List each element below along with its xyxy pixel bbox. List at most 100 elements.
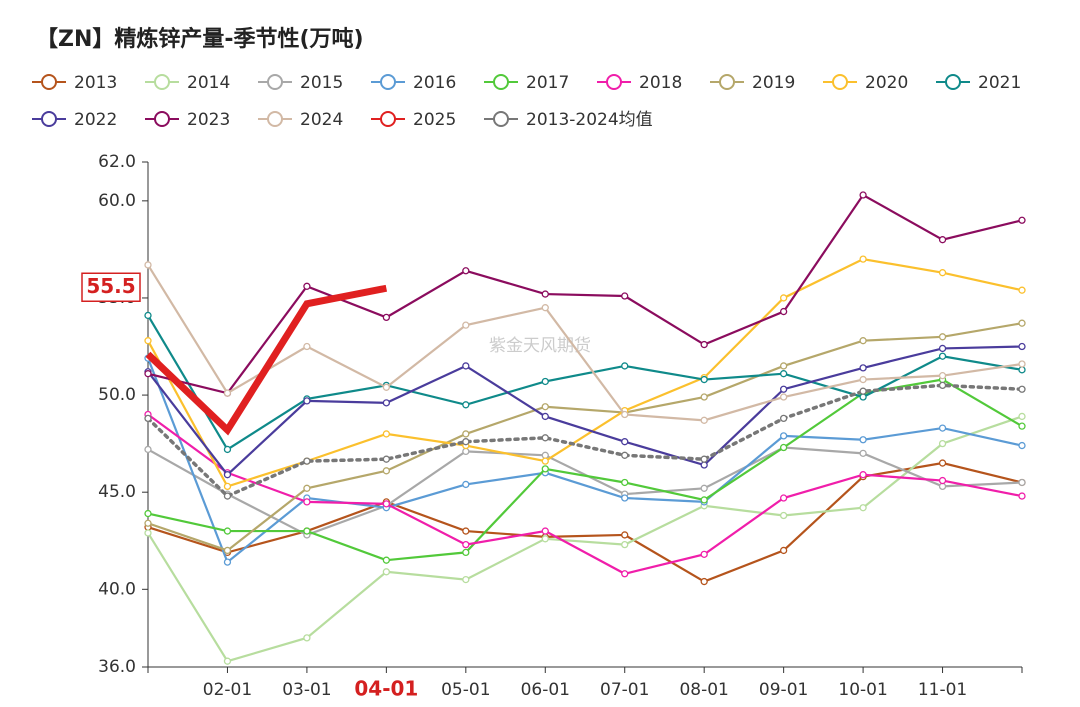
x-tick-label: 10-01 [838,680,887,700]
point [382,455,391,463]
series-line [147,193,1023,395]
point [1018,412,1026,421]
legend-label: 2021 [978,73,1021,93]
legend-marker [154,111,170,127]
point [1018,342,1026,351]
point [779,370,788,378]
point [462,527,470,535]
point [462,480,470,489]
point [938,424,947,432]
point [938,459,947,467]
point [621,540,629,549]
legend-marker [41,111,57,127]
point [462,430,470,438]
point [779,443,788,452]
point [779,494,788,502]
point [779,511,788,520]
series-line [147,461,1023,583]
point [779,307,788,316]
point [938,381,947,390]
point [1018,360,1026,368]
x-tick-label: 08-01 [679,680,728,700]
point [382,430,391,438]
point [938,344,947,353]
point [621,478,629,487]
point [938,333,947,341]
x-tick-label: 07-01 [600,680,649,700]
y-tick-label: 36.0 [98,657,136,677]
legend-marker [493,74,509,90]
point [859,255,867,263]
point [700,484,708,492]
point [938,439,947,448]
legend-marker [832,74,848,90]
series-line [147,264,1023,422]
legend-marker [606,74,622,90]
point [859,191,867,199]
point [303,282,311,290]
point [859,387,867,395]
chart-title: 【ZN】精炼锌产量-季节性(万吨) [36,26,364,52]
point [223,492,232,500]
point [382,313,391,322]
point [938,482,947,491]
point [859,364,867,372]
legend-marker [380,74,396,90]
point [859,449,867,457]
point [382,467,391,475]
point [144,370,152,378]
point [303,498,311,506]
point [541,434,549,442]
x-tick-label: 06-01 [521,680,570,700]
legend-marker [154,74,170,90]
point [621,494,629,502]
point [144,337,152,345]
legend-marker [493,111,509,127]
x-tick-label: 11-01 [918,680,967,700]
point [859,393,867,401]
legend-label: 2017 [526,73,569,93]
point [462,401,470,409]
y-tick-label: 45.0 [98,482,136,502]
point [859,471,867,479]
legend-label: 2018 [639,73,682,93]
point [223,389,232,397]
point [621,570,629,578]
legend-marker [945,74,961,90]
series-line [145,284,388,436]
point [1018,385,1026,393]
point [621,292,629,300]
point [779,294,788,302]
point [779,393,788,401]
point [382,556,391,564]
point [462,362,470,370]
x-tick-label: 05-01 [441,680,490,700]
point [223,657,232,665]
x-tick-label: 04-01 [354,677,418,701]
point [700,375,708,384]
legend-label: 2022 [74,110,117,130]
x-tick-label: 03-01 [282,680,331,700]
point [779,432,788,440]
point [223,558,232,566]
point [859,504,867,512]
point [144,261,152,269]
series-line [147,345,1023,477]
point [1018,366,1026,374]
point [303,634,311,642]
legend-label: 2015 [300,73,343,93]
point [1018,286,1026,294]
point [382,568,391,576]
point [462,267,470,275]
point [938,352,947,360]
x-tick-label: 02-01 [203,680,252,700]
point [859,337,867,345]
point [462,575,470,584]
point [541,527,549,535]
point [303,457,311,465]
point [223,445,232,454]
point [462,447,470,456]
point [382,383,391,391]
legend-label: 2020 [865,73,908,93]
current-value-box [81,272,141,302]
